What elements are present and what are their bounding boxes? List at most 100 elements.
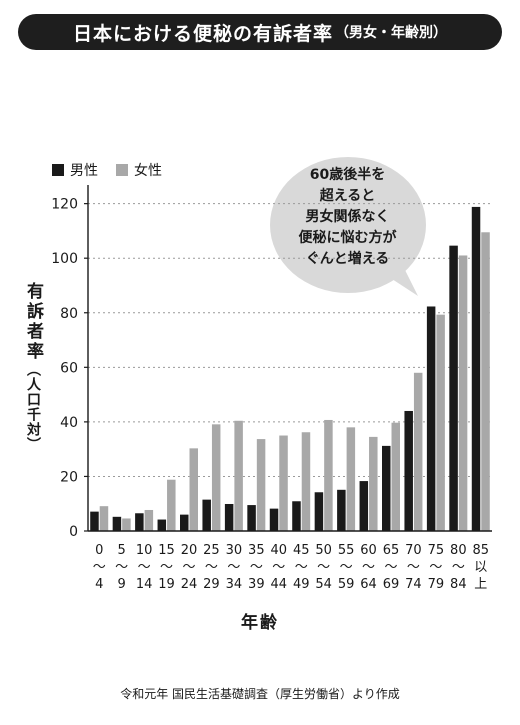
title-bar: 日本における便秘の有訴者率 （男女・年齢別） <box>18 14 502 50</box>
y-tick-label-40: 40 <box>60 415 78 431</box>
callout-text: 60歳後半を 超えると男女関係なく 便秘に悩む方が ぐんと増える <box>280 165 415 270</box>
x-tick-label-16-2: 84 <box>450 577 467 592</box>
bar-male-8 <box>269 508 279 531</box>
x-tick-label-12-2: 64 <box>360 577 377 592</box>
x-tick-label-12-0: 60 <box>360 543 377 558</box>
x-tick-label-7-0: 35 <box>248 543 265 558</box>
x-tick-label-16-1: 〜 <box>452 560 465 575</box>
bar-female-1 <box>122 518 131 531</box>
y-tick-label-0: 0 <box>69 524 78 540</box>
chart-subtitle: （男女・年齢別） <box>335 25 447 41</box>
callout-line-2: 男女関係なく <box>305 209 390 225</box>
x-tick-label-1-2: 9 <box>118 577 126 592</box>
callout-line-0: 60歳後半を <box>309 167 386 183</box>
x-tick-label-3-2: 19 <box>158 577 175 592</box>
x-tick-label-2-1: 〜 <box>138 560 151 575</box>
bar-male-16 <box>449 245 458 532</box>
x-tick-label-17-0: 85 <box>473 543 490 558</box>
bar-male-17 <box>471 206 481 531</box>
x-tick-label-16-0: 80 <box>450 543 467 558</box>
bar-male-12 <box>359 481 369 531</box>
callout-bubble <box>270 157 426 293</box>
bar-male-2 <box>135 513 144 531</box>
bar-female-11 <box>346 427 356 531</box>
x-tick-label-10-2: 54 <box>315 577 332 592</box>
bar-female-13 <box>391 422 400 531</box>
bar-female-15 <box>436 314 445 531</box>
legend-swatch-female <box>116 164 128 176</box>
y-axis-unit: （人口千対） <box>25 362 41 452</box>
x-tick-label-5-1: 〜 <box>205 560 218 575</box>
x-tick-label-15-2: 79 <box>428 577 445 592</box>
x-tick-label-1-0: 5 <box>118 543 126 558</box>
x-tick-label-7-2: 39 <box>248 577 265 592</box>
x-tick-label-14-0: 70 <box>405 543 422 558</box>
legend: 男性 女性 <box>52 160 172 180</box>
legend-label-male: 男性 <box>70 163 98 179</box>
bar-male-11 <box>337 489 346 531</box>
x-tick-label-0-1: 〜 <box>93 560 106 575</box>
bar-male-5 <box>202 499 211 531</box>
x-tick-label-6-2: 34 <box>226 577 243 592</box>
legend-swatch-male <box>52 164 64 176</box>
bar-female-5 <box>211 424 221 531</box>
x-tick-label-6-1: 〜 <box>227 560 240 575</box>
callout-line-4: ぐんと増える <box>305 251 390 267</box>
bar-male-6 <box>224 503 234 531</box>
bar-female-10 <box>324 419 333 531</box>
x-tick-label-4-0: 20 <box>181 543 198 558</box>
x-axis-label: 年齢 <box>241 613 279 633</box>
x-tick-label-4-2: 24 <box>181 577 198 592</box>
y-tick-label-60: 60 <box>60 360 78 376</box>
y-axis-title: 有訴者率 <box>23 282 43 362</box>
bar-male-10 <box>314 492 324 531</box>
x-tick-label-3-1: 〜 <box>160 560 173 575</box>
bar-female-7 <box>256 439 266 531</box>
legend-item-female: 女性 <box>116 160 162 180</box>
bar-male-13 <box>382 445 391 531</box>
bar-female-6 <box>234 420 243 531</box>
x-tick-label-11-0: 55 <box>338 543 355 558</box>
callout-bubble-tail <box>392 268 418 296</box>
x-tick-label-13-1: 〜 <box>384 560 397 575</box>
source-note: 令和元年 国民生活基礎調査（厚生労働省）より作成 <box>120 687 400 701</box>
bar-female-3 <box>167 479 176 531</box>
x-tick-label-6-0: 30 <box>226 543 243 558</box>
y-tick-label-100: 100 <box>51 251 78 267</box>
legend-item-male: 男性 <box>52 160 98 180</box>
x-tick-label-13-0: 65 <box>383 543 400 558</box>
x-tick-label-0-0: 0 <box>95 543 103 558</box>
x-tick-label-3-0: 15 <box>158 543 175 558</box>
bar-male-7 <box>247 505 256 531</box>
bar-male-14 <box>404 410 413 531</box>
x-tick-label-12-1: 〜 <box>362 560 375 575</box>
chart-title: 日本における便秘の有訴者率 <box>72 22 333 45</box>
callout-line-3: 便秘に悩む方が <box>298 230 397 246</box>
x-tick-label-0-2: 4 <box>95 577 103 592</box>
x-tick-label-10-1: 〜 <box>317 560 330 575</box>
callout-line-1: 超えると <box>319 188 376 204</box>
bar-female-9 <box>301 432 311 531</box>
y-tick-label-120: 120 <box>51 197 78 213</box>
bar-male-15 <box>426 306 436 531</box>
bar-female-14 <box>413 372 423 531</box>
y-tick-label-20: 20 <box>60 469 78 485</box>
x-tick-label-15-1: 〜 <box>429 560 442 575</box>
x-tick-label-14-2: 74 <box>405 577 422 592</box>
x-tick-label-17-2: 上 <box>474 577 487 592</box>
x-tick-label-10-0: 50 <box>315 543 332 558</box>
bar-female-0 <box>99 506 109 531</box>
bar-female-2 <box>144 509 154 531</box>
bar-female-8 <box>279 435 288 531</box>
bar-female-17 <box>481 232 490 531</box>
x-tick-label-2-2: 14 <box>136 577 153 592</box>
x-tick-label-5-2: 29 <box>203 577 220 592</box>
y-tick-label-80: 80 <box>60 306 78 322</box>
x-tick-label-15-0: 75 <box>428 543 445 558</box>
x-tick-label-2-0: 10 <box>136 543 153 558</box>
x-tick-label-1-1: 〜 <box>115 560 128 575</box>
x-tick-label-8-2: 44 <box>271 577 288 592</box>
x-tick-label-11-2: 59 <box>338 577 355 592</box>
x-tick-label-8-0: 40 <box>271 543 288 558</box>
